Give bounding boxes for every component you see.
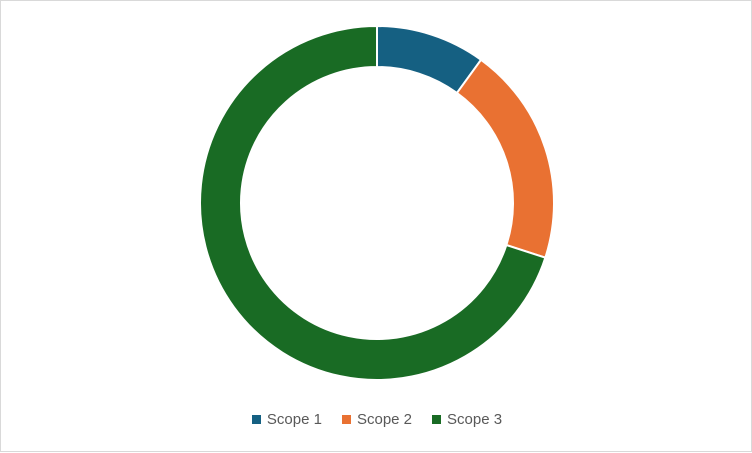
legend-label: Scope 3	[447, 411, 503, 428]
legend-label: Scope 2	[356, 411, 413, 428]
chart-legend: Scope 1 Scope 2 Scope 3	[1, 411, 752, 428]
legend-swatch	[432, 415, 442, 424]
legend-item-scope-1: Scope 1	[251, 411, 322, 428]
legend-item-scope-3: Scope 3	[432, 411, 502, 428]
legend-label: Scope 1	[266, 411, 322, 428]
legend-swatch	[341, 415, 351, 424]
donut-slice-scope-2	[455, 58, 555, 259]
legend-item-scope-2: Scope 2	[341, 411, 413, 428]
donut-slice-scope-3	[199, 24, 547, 381]
legend-swatch	[251, 415, 261, 424]
